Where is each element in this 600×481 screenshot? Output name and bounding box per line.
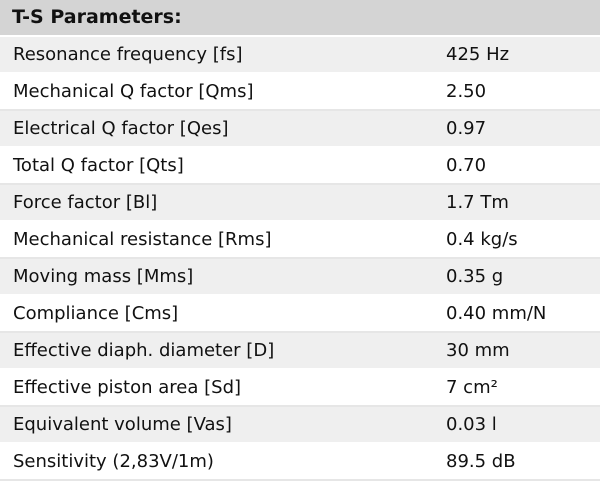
table-row: Effective piston area [Sd] 7 cm² [0,370,600,407]
parameter-value: 2.50 [446,81,487,102]
parameter-label: Compliance [Cms] [13,303,179,324]
parameter-label: Electrical Q factor [Qes] [13,118,229,139]
parameter-value: 425 Hz [446,44,510,65]
parameter-value: 1.7 Tm [446,192,509,213]
table-row: Equivalent volume [Vas] 0.03 l [0,407,600,444]
table-row: Compliance [Cms] 0.40 mm/N [0,296,600,333]
table-title: T-S Parameters: [0,0,600,37]
parameter-label: Effective piston area [Sd] [13,377,242,398]
parameter-value: 0.97 [446,118,487,139]
parameter-value: 0.70 [446,155,487,176]
table-body: Resonance frequency [fs] 425 Hz Mechanical… [0,37,600,481]
parameter-value: 30 mm [446,340,510,361]
table-row: Effective diaph. diameter [D] 30 mm [0,333,600,370]
parameter-label: Force factor [Bl] [13,192,158,213]
parameter-label: Sensitivity (2,83V/1m) [13,451,214,472]
parameter-label: Resonance frequency [fs] [13,44,243,65]
parameter-label: Total Q factor [Qts] [13,155,184,176]
parameter-value: 0.35 g [446,266,504,287]
table-row: Resonance frequency [fs] 425 Hz [0,37,600,74]
parameter-label: Equivalent volume [Vas] [13,414,232,435]
parameter-label: Mechanical Q factor [Qms] [13,81,254,102]
parameter-label: Moving mass [Mms] [13,266,194,287]
parameter-value: 89.5 dB [446,451,516,472]
table-row: Moving mass [Mms] 0.35 g [0,259,600,296]
parameter-value: 0.4 kg/s [446,229,518,250]
table-row: Force factor [Bl] 1.7 Tm [0,185,600,222]
table-row: Sensitivity (2,83V/1m) 89.5 dB [0,444,600,481]
parameter-value: 0.40 mm/N [446,303,547,324]
parameter-label: Effective diaph. diameter [D] [13,340,275,361]
parameter-value: 0.03 l [446,414,497,435]
table-row: Mechanical resistance [Rms] 0.4 kg/s [0,222,600,259]
table-row: Mechanical Q factor [Qms] 2.50 [0,74,600,111]
parameter-label: Mechanical resistance [Rms] [13,229,272,250]
table-row: Electrical Q factor [Qes] 0.97 [0,111,600,148]
parameter-value: 7 cm² [446,377,498,398]
table-row: Total Q factor [Qts] 0.70 [0,148,600,185]
